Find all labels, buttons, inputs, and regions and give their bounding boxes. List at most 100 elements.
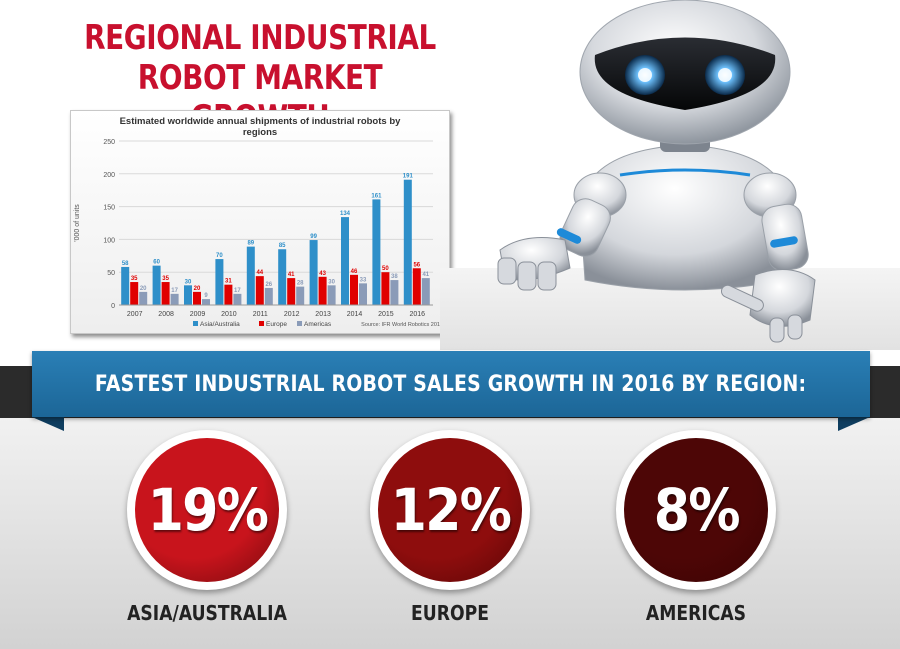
bar-asia-australia xyxy=(309,240,318,305)
bar-americas xyxy=(264,287,273,305)
bar-americas xyxy=(327,285,336,305)
legend-swatch xyxy=(259,321,264,326)
bar-asia-australia xyxy=(215,259,224,305)
ribbon-fold-right xyxy=(838,417,870,431)
data-label: 35 xyxy=(162,276,169,282)
bar-americas xyxy=(170,293,179,305)
region-label-asia: ASIA/AUSTRALIA xyxy=(127,601,287,625)
data-label: 17 xyxy=(171,288,178,294)
data-label: 26 xyxy=(265,282,272,288)
shipments-bar-chart: Estimated worldwide annual shipments of … xyxy=(74,116,443,328)
x-tick-label: 2011 xyxy=(253,311,268,318)
y-axis-label: '000 of units xyxy=(74,204,81,242)
legend-label: Asia/Australia xyxy=(200,321,240,328)
data-label: 134 xyxy=(340,211,351,217)
y-tick-label: 50 xyxy=(107,270,115,277)
data-label: 33 xyxy=(360,277,367,283)
data-label: 28 xyxy=(297,281,304,287)
data-label: 31 xyxy=(225,279,232,285)
bar-americas xyxy=(139,291,148,305)
data-label: 58 xyxy=(122,261,129,267)
region-stat-europe: 12% xyxy=(370,430,530,590)
growth-banner: FASTEST INDUSTRIAL ROBOT SALES GROWTH IN… xyxy=(32,351,870,417)
robot-illustration xyxy=(497,0,816,343)
title-line-1: REGIONAL INDUSTRIAL xyxy=(84,18,436,58)
data-label: 56 xyxy=(413,262,420,268)
x-tick-label: 2016 xyxy=(410,311,426,318)
shipments-chart-card: Estimated worldwide annual shipments of … xyxy=(70,110,450,334)
bar-asia-australia xyxy=(278,249,287,305)
chart-title-line-1: Estimated worldwide annual shipments of … xyxy=(120,116,402,127)
x-tick-label: 2014 xyxy=(347,311,363,318)
x-tick-label: 2012 xyxy=(284,311,300,318)
region-circle: 8% xyxy=(624,438,768,582)
bar-europe xyxy=(381,272,390,305)
data-label: 30 xyxy=(185,279,192,285)
bar-europe xyxy=(318,276,327,305)
bar-europe xyxy=(255,276,264,305)
bar-americas xyxy=(421,278,430,305)
data-label: 89 xyxy=(247,241,254,247)
bar-europe xyxy=(224,284,233,305)
data-label: 41 xyxy=(288,272,295,278)
bar-europe xyxy=(287,278,296,305)
data-label: 43 xyxy=(319,271,326,277)
data-label: 50 xyxy=(382,266,389,272)
bar-americas xyxy=(296,286,305,305)
bar-americas xyxy=(390,280,399,305)
legend-label: Americas xyxy=(304,321,332,328)
bar-europe xyxy=(130,282,139,305)
chart-title-line-2: regions xyxy=(243,127,277,138)
data-label: 85 xyxy=(279,243,286,249)
data-label: 35 xyxy=(131,276,138,282)
bar-asia-australia xyxy=(403,179,412,305)
data-label: 70 xyxy=(216,253,223,259)
x-tick-label: 2009 xyxy=(190,311,206,318)
data-label: 9 xyxy=(204,293,208,299)
data-label: 60 xyxy=(153,260,160,266)
region-stat-asia: 19% xyxy=(127,430,287,590)
chart-source: Source: IFR World Robotics 2017 xyxy=(361,322,443,328)
page-title: REGIONAL INDUSTRIAL ROBOT MARKET GROWTH xyxy=(71,18,448,138)
legend-label: Europe xyxy=(266,321,287,328)
legend-swatch xyxy=(297,321,302,326)
region-stat-americas: 8% xyxy=(616,430,776,590)
data-label: 20 xyxy=(194,286,201,292)
bar-asia-australia xyxy=(121,266,130,305)
legend-swatch xyxy=(193,321,198,326)
x-tick-label: 2007 xyxy=(127,311,143,318)
region-percent: 8% xyxy=(653,476,740,544)
bar-americas xyxy=(202,299,210,305)
bar-europe xyxy=(412,268,421,305)
data-label: 20 xyxy=(140,286,147,292)
x-tick-label: 2010 xyxy=(221,311,237,318)
bar-asia-australia xyxy=(372,199,381,305)
region-percent: 12% xyxy=(390,476,511,544)
data-label: 41 xyxy=(422,272,429,278)
region-label-americas: AMERICAS xyxy=(645,601,747,625)
y-tick-label: 250 xyxy=(103,139,115,146)
y-tick-label: 150 xyxy=(103,205,115,212)
bar-europe xyxy=(161,282,170,305)
region-circle: 19% xyxy=(135,438,279,582)
data-label: 46 xyxy=(351,269,358,275)
region-circle: 12% xyxy=(378,438,522,582)
bar-asia-australia xyxy=(152,265,161,305)
y-tick-label: 200 xyxy=(103,172,115,179)
data-label: 191 xyxy=(403,174,414,180)
bar-europe xyxy=(193,291,201,305)
bar-americas xyxy=(233,293,242,305)
ribbon-fold-left xyxy=(32,417,64,431)
y-tick-label: 100 xyxy=(103,237,115,244)
data-label: 17 xyxy=(234,288,241,294)
bar-americas xyxy=(359,283,367,305)
bar-asia-australia xyxy=(246,246,255,305)
data-label: 38 xyxy=(391,274,398,280)
growth-banner-text: FASTEST INDUSTRIAL ROBOT SALES GROWTH IN… xyxy=(95,371,807,397)
data-label: 30 xyxy=(328,279,335,285)
bar-asia-australia xyxy=(184,285,192,305)
x-tick-label: 2013 xyxy=(315,311,331,318)
bar-asia-australia xyxy=(341,217,349,305)
bar-europe xyxy=(350,274,358,305)
data-label: 161 xyxy=(371,193,382,199)
